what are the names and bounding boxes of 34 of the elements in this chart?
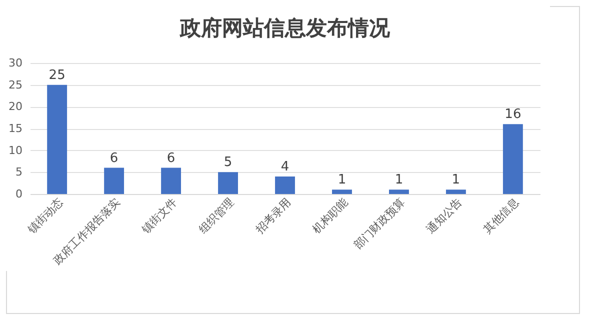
x-tick-label: 部门财政预算 (352, 196, 408, 252)
y-tick-label: 20 (8, 100, 22, 114)
bar (47, 84, 68, 194)
data-label: 1 (394, 172, 404, 188)
y-tick-label: 5 (16, 166, 22, 179)
x-tick-label: 组织管理 (196, 196, 236, 236)
y-tick-label: 0 (16, 188, 22, 200)
data-label: 1 (338, 172, 346, 188)
bar (388, 190, 409, 194)
bar (218, 172, 238, 194)
x-tick-label: 招考录用 (252, 196, 294, 237)
data-label: 6 (110, 150, 118, 166)
x-tick-label: 通知公告 (424, 196, 464, 236)
x-tick-label: 机构职能 (310, 196, 350, 236)
data-label: 25 (48, 68, 66, 83)
bar (161, 168, 182, 194)
y-tick-label: 15 (8, 122, 22, 135)
bar (332, 190, 352, 194)
data-label: 16 (504, 107, 522, 122)
data-label: 5 (224, 155, 232, 170)
y-tick-label: 25 (8, 78, 22, 92)
x-tick-label: 镇街动态 (24, 196, 66, 237)
x-tick-label: 镇街文件 (138, 196, 180, 237)
y-tick-label: 10 (8, 144, 22, 157)
data-label: 1 (452, 172, 460, 188)
data-label: 6 (166, 150, 176, 166)
x-tick-label: 其他信息 (481, 196, 522, 236)
bar (502, 124, 523, 194)
chart-title: 政府网站信息发布情况 (179, 15, 391, 40)
bar (104, 168, 124, 194)
bar (446, 190, 466, 194)
bar (275, 176, 295, 194)
y-tick-label: 30 (8, 56, 22, 70)
data-label: 4 (280, 160, 290, 175)
